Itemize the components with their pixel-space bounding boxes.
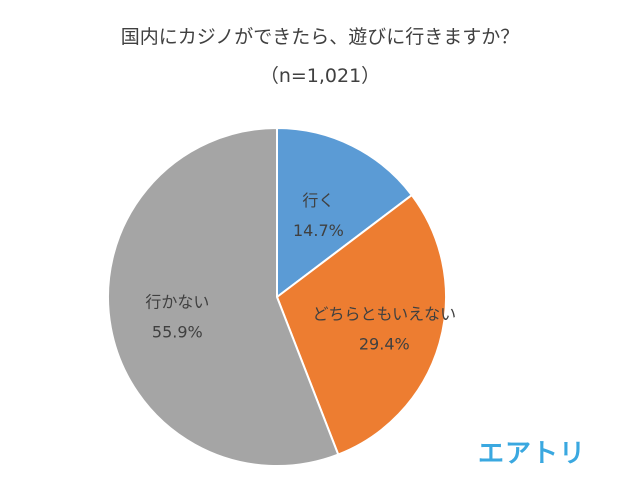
pie-slice-3 — [107, 126, 340, 467]
pie-slice-2 — [275, 193, 447, 456]
chart-title: 国内にカジノができたら、遊びに行きますか？ — [120, 26, 520, 48]
slice-value-label-3: 55.9% — [152, 323, 203, 342]
slice-value-label-1: 14.7% — [293, 221, 344, 240]
slice-value-label-2: 29.4% — [359, 334, 410, 353]
airtrip-logo: エアトリ — [478, 439, 587, 469]
slice-label-3: 行かない — [145, 293, 209, 312]
chart-subtitle: （n=1,021） — [259, 65, 381, 87]
slice-label-2: どちらともいえない — [312, 304, 456, 323]
pie-slice-1 — [276, 126, 414, 300]
pie-labels: 行く 14.7% どちらともいえない 29.4% 行かない 55.9% — [145, 191, 456, 354]
slice-label-1: 行く — [302, 191, 334, 210]
pie-slices — [107, 126, 447, 467]
